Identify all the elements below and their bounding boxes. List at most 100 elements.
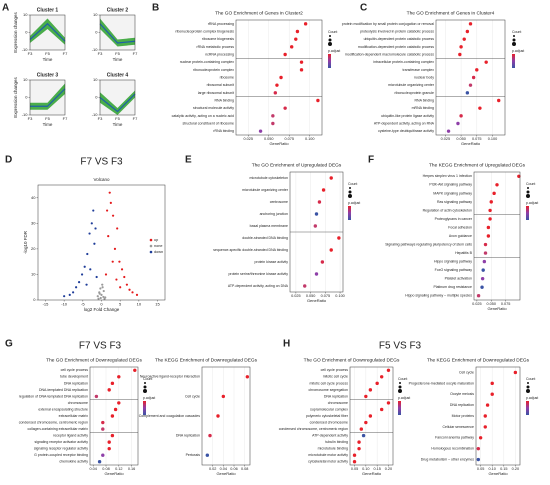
legend-title: p.adjust	[348, 201, 360, 205]
x-tick-label: 0.025	[472, 302, 482, 306]
legend-size-dot	[527, 187, 529, 189]
dot	[468, 22, 473, 26]
legend-size-dot	[348, 190, 352, 194]
legend-title: Count	[348, 182, 357, 186]
term-label: rRNA metabolic process	[196, 45, 234, 49]
dot	[101, 453, 105, 457]
mean-line	[99, 23, 136, 44]
term-label: DNA-templated DNA replication	[39, 388, 88, 392]
x-tick-label: -10	[61, 302, 68, 307]
dot	[386, 368, 391, 372]
term-label: Fanconi anemia pathway	[435, 436, 474, 440]
point	[118, 260, 121, 263]
x-tick-label: 0.08	[241, 467, 248, 471]
dot	[465, 29, 470, 34]
point	[128, 288, 131, 291]
plot-frame	[435, 19, 506, 136]
x-tick-label: 0.025	[441, 137, 451, 141]
legend-size-dot	[399, 382, 401, 384]
plot-frame	[29, 14, 66, 51]
legend-size-dot	[329, 35, 331, 37]
plot-frame	[37, 184, 166, 301]
dot	[295, 29, 300, 34]
dot	[379, 375, 384, 379]
dot	[497, 98, 501, 103]
x-tick-label: F7	[133, 51, 138, 56]
dot	[289, 45, 294, 49]
dot	[299, 68, 304, 72]
point	[123, 275, 126, 279]
legend-title: p.adjust	[526, 201, 538, 205]
legend-title: p.adjust	[526, 396, 538, 400]
legend-size-dot	[143, 389, 147, 393]
term-label: ribonucleoprotein complex	[193, 68, 234, 72]
x-axis-label: Time	[113, 122, 123, 127]
mean-line	[30, 88, 66, 107]
term-label: Proteoglycans in cancer	[435, 217, 473, 221]
dot	[476, 446, 481, 451]
term-label: condensed chromosome, centromeric region	[279, 427, 348, 431]
dot	[456, 121, 460, 126]
chart-title: The KEGG Enrichment of Downregulated DEG…	[155, 357, 258, 363]
point	[89, 268, 92, 271]
y-tick-label: -10	[92, 112, 99, 117]
dot	[379, 407, 384, 412]
x-axis-label: GeneRatio	[104, 471, 124, 476]
dot	[313, 224, 318, 228]
term-label: microtubule organizing center	[388, 83, 435, 87]
legend-size-dot	[526, 385, 530, 389]
x-tick-label: 0.025	[244, 137, 254, 141]
point	[98, 292, 101, 295]
dot	[113, 407, 118, 412]
point	[119, 286, 122, 289]
plot-frame	[99, 79, 136, 116]
term-label: DNA replication	[176, 434, 200, 438]
x-tick-label: F3	[98, 116, 103, 121]
legend-label: down	[154, 250, 163, 254]
point	[97, 297, 100, 300]
panel-label: E	[185, 155, 192, 166]
point	[131, 291, 134, 294]
panel-label: C	[360, 3, 367, 14]
legend-size-dot	[398, 389, 402, 393]
mean-line	[29, 22, 66, 42]
x-tick-label: 0.20	[385, 467, 392, 471]
dot	[459, 45, 463, 49]
point	[111, 214, 115, 217]
x-tick-label: F5	[45, 51, 50, 56]
legend-title: Count	[526, 182, 535, 186]
panel-label: H	[283, 339, 290, 350]
term-label: mitotic cell cycle process	[309, 381, 348, 385]
x-tick-label: F5	[115, 116, 120, 121]
term-label: Axon guidance	[449, 234, 472, 238]
chart-title: The GO Enrichment of Genes in Cluster2	[215, 10, 303, 16]
plot-frame	[89, 366, 139, 466]
panel-heading: F5 VS F3	[379, 341, 422, 352]
point	[95, 275, 98, 279]
dot	[471, 75, 476, 80]
chart-title: The GO Enrichment of Downregulated DEGs	[304, 357, 400, 363]
plot-frame	[99, 14, 136, 51]
legend-color-bar	[526, 401, 529, 415]
point	[88, 232, 91, 235]
point	[93, 242, 96, 245]
term-label: DNA replication	[64, 381, 88, 385]
dot	[483, 414, 487, 418]
dot	[320, 260, 325, 264]
x-tick-label: 10	[137, 302, 142, 307]
term-label: structural molecule activity	[193, 106, 234, 110]
term-label: external encapsulating structure	[38, 407, 88, 411]
panel-label: A	[2, 3, 9, 14]
dot	[216, 414, 220, 418]
dot	[299, 60, 304, 64]
dot	[490, 392, 494, 396]
point	[102, 295, 105, 299]
term-label: Homologous recombination	[431, 447, 474, 451]
term-label: condensed chromosome	[310, 420, 348, 424]
legend-size-dot	[526, 190, 530, 194]
point	[96, 295, 99, 298]
legend-size-dot	[144, 382, 146, 384]
chart-subtitle: Volcano	[93, 177, 110, 182]
point	[99, 287, 102, 290]
